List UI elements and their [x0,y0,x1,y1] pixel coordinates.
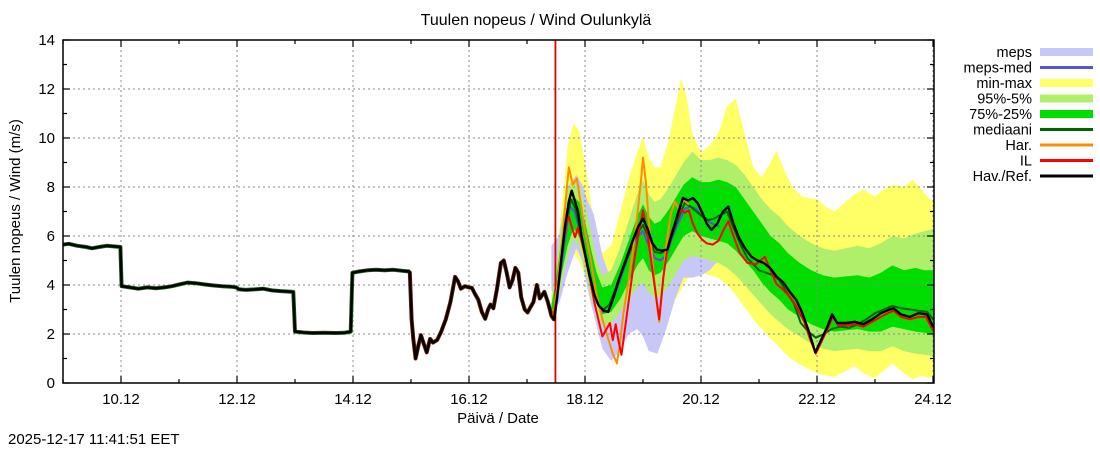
legend-label: 75%-25% [969,107,1032,123]
plot-area [63,40,934,383]
legend-item-min-max: min-max [976,76,1093,92]
y-tick-label: 12 [38,81,55,98]
x-tick-label: 18.12 [566,391,604,408]
timestamp: 2025-12-17 11:41:51 EET [8,431,180,448]
legend-label: Hav./Ref. [973,169,1032,185]
line-hav-ref- [63,189,934,360]
legend-swatch-band [1040,48,1093,56]
gridlines [63,40,934,383]
chart-title: Tuulen nopeus / Wind Oulunkylä [421,12,652,29]
legend-label: mediaani [973,123,1032,139]
legend-label: Har. [1005,138,1032,154]
x-axis-label: Päivä / Date [457,410,539,427]
x-tick-label: 20.12 [682,391,720,408]
legend: mepsmeps-medmin-max95%-5%75%-25%mediaani… [964,45,1093,185]
legend-item-il: IL [1020,154,1093,170]
y-tick-label: 4 [47,277,55,294]
legend-label: IL [1020,154,1032,170]
y-tick-label: 0 [47,375,55,392]
y-tick-label: 14 [38,32,55,49]
x-tick-label: 10.12 [102,391,140,408]
y-tick-label: 8 [47,179,55,196]
legend-swatch-band [1040,79,1093,87]
legend-item-hav-ref-: Hav./Ref. [973,169,1093,185]
x-tick-label: 14.12 [334,391,372,408]
legend-label: min-max [976,76,1032,92]
legend-swatch-band [1040,94,1093,103]
y-axis-label: Tuulen nopeus / Wind (m/s) [7,119,24,303]
x-tick-label: 16.12 [450,391,488,408]
x-tick-label: 12.12 [218,391,256,408]
legend-item-75-25-: 75%-25% [969,107,1093,123]
x-tick-label: 22.12 [798,391,836,408]
legend-item-meps: meps [997,45,1093,61]
legend-swatch-band [1040,110,1093,118]
legend-item-95-5-: 95%-5% [977,92,1093,108]
y-tick-label: 10 [38,130,55,147]
legend-label: meps-med [964,61,1033,77]
line-il [552,208,934,356]
legend-item-har-: Har. [1005,138,1093,154]
legend-item-mediaani: mediaani [973,123,1093,139]
axis-ticks [62,39,934,384]
y-tick-label: 6 [47,228,55,245]
y-tick-label: 2 [47,326,55,343]
legend-label: 95%-5% [977,92,1032,108]
x-tick-label: 24.12 [914,391,952,408]
legend-item-meps-med: meps-med [964,61,1093,77]
legend-label: meps [997,45,1032,61]
